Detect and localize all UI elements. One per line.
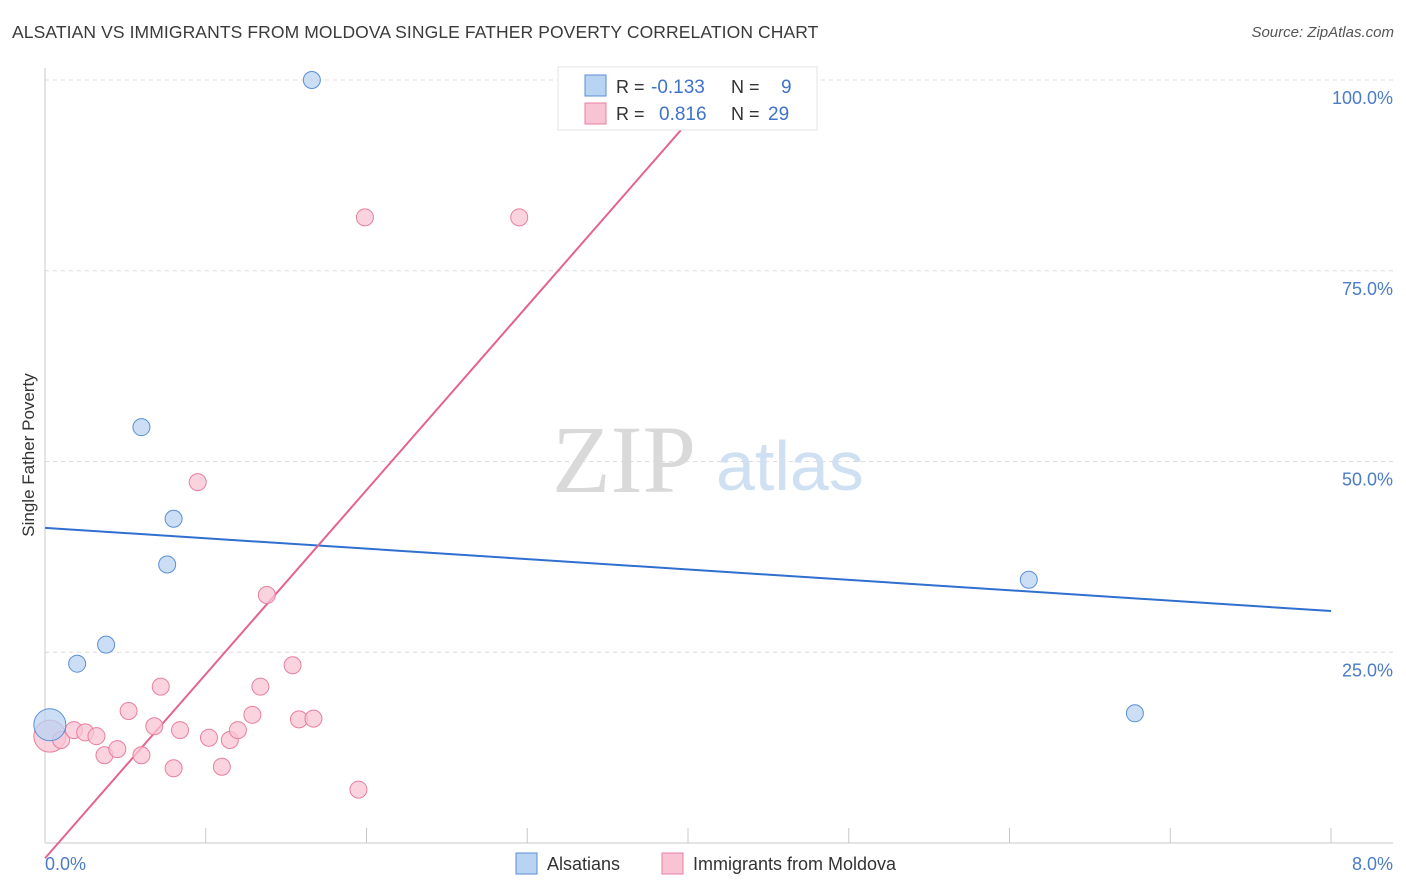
- point-moldova: [243, 705, 262, 724]
- trend-line-moldova: [44, 121, 689, 859]
- point-moldova: [132, 746, 151, 765]
- stats-r-label-moldova: R =: [616, 104, 645, 124]
- stats-legend-swatch-moldova: [584, 102, 607, 125]
- point-moldova: [304, 709, 323, 728]
- source-label: Source: ZipAtlas.com: [1251, 24, 1394, 41]
- point-alsatians: [158, 555, 177, 574]
- point-moldova: [212, 757, 231, 776]
- stats-legend: R = -0.133 N = 9 R = 0.816 N = 29: [557, 66, 818, 131]
- point-alsatians: [1125, 704, 1144, 723]
- point-alsatians: [1019, 570, 1038, 589]
- legend-swatch-alsatians: [515, 852, 538, 875]
- point-moldova: [257, 586, 276, 605]
- point-moldova: [283, 656, 302, 675]
- point-moldova: [164, 759, 183, 778]
- legend-label-moldova: Immigrants from Moldova: [693, 854, 897, 874]
- point-moldova: [251, 677, 270, 696]
- chart-title: ALSATIAN VS IMMIGRANTS FROM MOLDOVA SING…: [12, 22, 819, 42]
- watermark: ZIP atlas: [552, 406, 864, 513]
- y-tick-label: 75.0%: [1342, 279, 1393, 299]
- trend-line-alsatians: [44, 526, 1332, 613]
- point-alsatians: [33, 708, 67, 742]
- y-tick-label: 25.0%: [1342, 660, 1393, 680]
- grid: [45, 79, 1393, 653]
- legend-swatch-moldova: [661, 852, 684, 875]
- point-alsatians: [97, 635, 116, 654]
- stats-r-value-moldova: 0.816: [659, 104, 707, 125]
- point-moldova: [87, 727, 106, 746]
- point-moldova: [228, 721, 247, 740]
- point-moldova: [355, 208, 374, 227]
- y-tick-label: 100.0%: [1332, 88, 1393, 108]
- trend-lines: [44, 121, 1332, 859]
- x-tick-label-max: 8.0%: [1352, 854, 1393, 874]
- data-points: [33, 71, 1144, 799]
- point-alsatians: [68, 654, 87, 673]
- stats-legend-swatch-alsatians: [584, 74, 607, 97]
- point-alsatians: [302, 71, 321, 89]
- legend-label-alsatians: Alsatians: [547, 854, 620, 874]
- watermark-zip: ZIP: [552, 406, 696, 513]
- watermark-atlas: atlas: [716, 427, 864, 505]
- point-moldova: [171, 721, 190, 740]
- stats-r-value-alsatians: -0.133: [651, 77, 705, 98]
- stats-n-value-alsatians: 9: [781, 77, 792, 98]
- point-alsatians: [132, 418, 151, 437]
- point-moldova: [510, 208, 529, 227]
- stats-n-label-moldova: N =: [731, 104, 760, 124]
- point-moldova: [119, 702, 138, 721]
- y-axis-title: Single Father Poverty: [19, 373, 38, 537]
- point-moldova: [188, 473, 207, 492]
- axes: 25.0% 50.0% 75.0% 100.0% 0.0% 8.0%: [44, 68, 1393, 874]
- stats-r-label-alsatians: R =: [616, 77, 645, 97]
- point-moldova: [145, 717, 164, 736]
- x-tick-label-min: 0.0%: [45, 854, 86, 874]
- stats-n-label-alsatians: N =: [731, 77, 760, 97]
- stats-n-value-moldova: 29: [768, 104, 789, 125]
- point-moldova: [151, 677, 170, 696]
- point-moldova: [108, 740, 127, 759]
- point-moldova: [349, 780, 368, 799]
- series-legend: Alsatians Immigrants from Moldova: [515, 852, 897, 875]
- point-alsatians: [164, 509, 183, 528]
- point-moldova: [199, 728, 218, 747]
- y-tick-label: 50.0%: [1342, 470, 1393, 490]
